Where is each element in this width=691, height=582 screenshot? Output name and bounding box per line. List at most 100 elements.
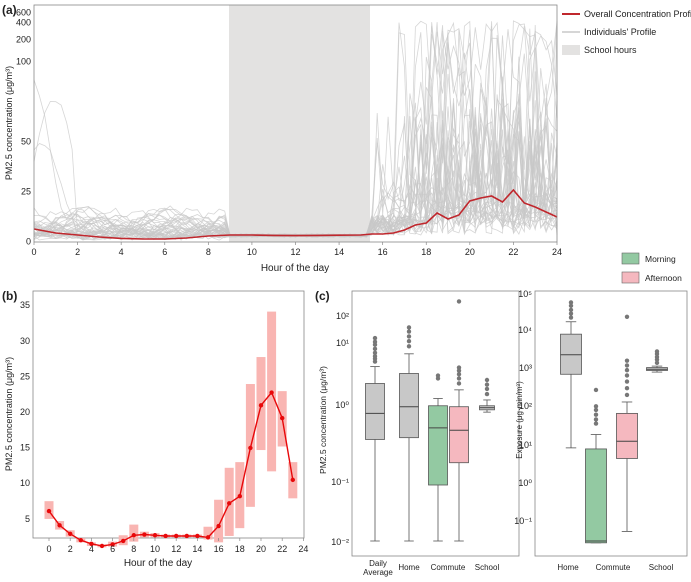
- box-outlier: [654, 349, 660, 354]
- b-xtick-label: 10: [150, 544, 160, 554]
- b-ytick-15: 15: [20, 443, 30, 453]
- cr-xlabel-commute: Commute: [596, 563, 631, 572]
- box-outlier: [568, 303, 574, 308]
- a-xtick-label: 20: [465, 247, 475, 257]
- median-point: [280, 415, 285, 421]
- a-xtick-label: 22: [508, 247, 518, 257]
- box-outlier: [624, 386, 630, 391]
- b-ytick-5: 5: [25, 514, 30, 524]
- box-iqr: [365, 383, 385, 440]
- a-xtick-label: 8: [206, 247, 211, 257]
- cr-ytick-1e1: 10¹: [519, 440, 532, 450]
- cr-ytick-1e2: 10²: [519, 401, 532, 411]
- median-point: [227, 501, 232, 506]
- box-outlier: [406, 334, 412, 339]
- b-ytick-35: 35: [20, 300, 30, 310]
- box-outlier: [593, 412, 599, 417]
- panel-c-label: (c): [315, 289, 330, 303]
- panel-b-x-ticks: 0 2 4 6 8 10 12 14 16 18 20 22 24: [46, 538, 308, 554]
- panel-c-legend: Morning Afternoon: [621, 252, 682, 284]
- a-xtick-label: 14: [334, 247, 344, 257]
- median-point: [78, 538, 84, 543]
- median-point: [89, 541, 94, 546]
- individual-profile-line: [33, 107, 558, 240]
- box-iqr: [616, 412, 638, 459]
- panel-a-x-label: Hour of the day: [261, 263, 329, 274]
- b-xtick-label: 0: [46, 544, 51, 554]
- box-outlier: [624, 367, 630, 373]
- hourly-iqr-bars: [44, 311, 298, 548]
- a-xtick-label: 10: [247, 247, 257, 257]
- box-outlier: [435, 373, 441, 378]
- legend-afternoon-swatch: [621, 271, 640, 284]
- a-xtick-label: 16: [378, 247, 388, 257]
- b-xtick-label: 12: [171, 544, 181, 554]
- b-xtick-label: 6: [110, 544, 115, 554]
- legend-morning-swatch: [621, 252, 640, 265]
- a-ytick-50: 50: [21, 137, 31, 147]
- cl-ytick-1e0: 10⁰: [335, 400, 349, 410]
- b-xtick-label: 18: [235, 544, 245, 554]
- legend-school-swatch: [562, 45, 580, 55]
- b-ytick-20: 20: [20, 407, 30, 417]
- a-xtick-label: 0: [31, 247, 36, 257]
- a-ytick-100: 100: [16, 57, 31, 67]
- panel-a-y-ticks: 0 25 50 100 200 400 600: [16, 8, 31, 247]
- panel-a-x-ticks: 0 2 4 6 8 10 12 14 16 18 20 22 24: [31, 242, 562, 257]
- median-point: [174, 533, 179, 539]
- cl-xlabel-commute: Commute: [431, 563, 466, 572]
- box-outlier: [484, 391, 490, 397]
- panel-b-frame: [32, 290, 305, 539]
- box-outlier: [593, 417, 599, 422]
- a-ytick-400: 400: [16, 18, 31, 28]
- cl-xlabel-daily-average: Daily Average: [363, 559, 393, 577]
- a-ytick-200: 200: [16, 35, 31, 45]
- box-outlier: [372, 346, 378, 352]
- a-xtick-label: 6: [162, 247, 167, 257]
- box-outlier: [568, 307, 574, 313]
- legend-morning-label: Morning: [645, 254, 676, 264]
- median-point: [248, 445, 253, 451]
- box-outlier: [372, 350, 378, 355]
- b-xtick-label: 16: [214, 544, 224, 554]
- b-xtick-label: 22: [277, 544, 287, 554]
- panel-b: (b) 5 10 15 20 25 30 35 0 2 4 6 8 10 12 14 16 18 2…: [2, 289, 308, 569]
- box-iqr: [399, 373, 419, 439]
- panel-c-left-x-labels: Daily Average Home Commute School: [363, 559, 499, 577]
- median-point: [205, 535, 211, 540]
- panel-b-y-label: PM2.5 concentration (μg/m³): [4, 357, 14, 471]
- box-outlier: [456, 376, 462, 381]
- box-outlier: [406, 344, 412, 349]
- cr-ytick-1e5: 10⁵: [518, 289, 532, 299]
- box-outlier: [372, 339, 378, 345]
- box-outlier: [484, 382, 490, 387]
- median-point: [110, 542, 115, 547]
- cl-ytick-1e2: 10²: [336, 311, 349, 321]
- box-outlier: [372, 335, 378, 341]
- median-point: [46, 508, 52, 514]
- box-outlier: [456, 365, 462, 370]
- box-outlier: [456, 299, 462, 304]
- box-outlier: [624, 314, 630, 319]
- panel-c: (c) 10⁻² 10⁻¹ 10⁰ 10¹ 10² 10⁻¹ 10⁰ 10¹ 1…: [315, 252, 688, 577]
- box-outlier: [406, 325, 412, 330]
- box-outlier: [624, 373, 630, 378]
- box-outlier: [593, 407, 599, 413]
- legend-individuals-label: Individuals' Profile: [584, 27, 656, 37]
- overall-profile-line: [33, 188, 558, 240]
- box-outlier: [456, 372, 462, 377]
- a-xtick-label: 18: [421, 247, 431, 257]
- cr-xlabel-school: School: [649, 563, 674, 572]
- a-xtick-label: 24: [552, 247, 562, 257]
- panel-a: (a) 0 25 50 100 200 400 600 0 2 4 6 8 10 12 14 1…: [2, 3, 691, 274]
- b-ytick-30: 30: [20, 336, 30, 346]
- b-xtick-label: 20: [256, 544, 266, 554]
- hourly-median-line: [48, 391, 294, 547]
- a-ytick-600: 600: [16, 8, 31, 18]
- panel-c-left-y-ticks: 10⁻² 10⁻¹ 10⁰ 10¹ 10²: [331, 311, 349, 547]
- cr-xlabel-home: Home: [557, 563, 579, 572]
- median-point: [216, 523, 221, 529]
- box-outlier: [624, 392, 630, 398]
- box-outlier: [372, 353, 378, 359]
